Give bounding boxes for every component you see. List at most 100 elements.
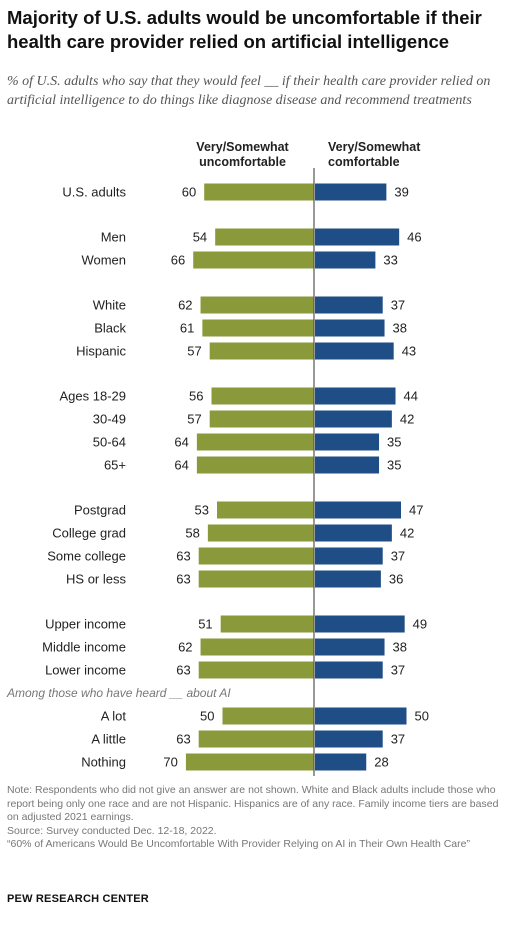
value-label-comfortable: 39 bbox=[394, 185, 408, 200]
chart-notes: Note: Respondents who did not give an an… bbox=[7, 784, 505, 852]
annotation-heard-about-ai: Among those who have heard __ about AI bbox=[6, 686, 231, 700]
value-label-uncomfortable: 51 bbox=[198, 617, 212, 632]
value-label-uncomfortable: 57 bbox=[187, 412, 201, 427]
report-title: “60% of Americans Would Be Uncomfortable… bbox=[7, 838, 470, 851]
row-label: Women bbox=[81, 253, 126, 268]
bar-comfortable bbox=[315, 319, 385, 337]
value-label-comfortable: 46 bbox=[407, 230, 421, 245]
value-label-comfortable: 37 bbox=[391, 663, 405, 678]
value-label-comfortable: 49 bbox=[413, 617, 427, 632]
diverging-bar-chart: U.S. adults 60 39 Men 54 46 Women 66 33 White 62 37… bbox=[6, 168, 429, 776]
row-label: Upper income bbox=[45, 617, 126, 632]
bar-uncomfortable bbox=[215, 228, 314, 246]
value-label-uncomfortable: 64 bbox=[174, 458, 188, 473]
row-label: HS or less bbox=[66, 572, 126, 587]
bar-uncomfortable bbox=[198, 730, 314, 748]
row-label: Nothing bbox=[81, 755, 126, 770]
value-label-comfortable: 44 bbox=[404, 389, 418, 404]
bar-comfortable bbox=[315, 251, 376, 269]
value-label-comfortable: 36 bbox=[389, 572, 403, 587]
row-label: White bbox=[93, 298, 126, 313]
row-label: Postgrad bbox=[74, 503, 126, 518]
value-label-comfortable: 35 bbox=[387, 435, 401, 450]
row-label: Black bbox=[94, 321, 126, 336]
value-label-uncomfortable: 54 bbox=[193, 230, 207, 245]
bar-comfortable bbox=[315, 524, 392, 542]
value-label-uncomfortable: 56 bbox=[189, 389, 203, 404]
value-label-uncomfortable: 50 bbox=[200, 709, 214, 724]
value-label-comfortable: 35 bbox=[387, 458, 401, 473]
bar-uncomfortable bbox=[200, 638, 314, 656]
bar-uncomfortable bbox=[198, 547, 314, 565]
row-label: Lower income bbox=[45, 663, 126, 678]
value-label-uncomfortable: 62 bbox=[178, 640, 192, 655]
note-text: Note: Respondents who did not give an an… bbox=[7, 784, 499, 824]
bar-uncomfortable bbox=[202, 319, 314, 337]
value-label-uncomfortable: 58 bbox=[185, 526, 199, 541]
value-label-uncomfortable: 70 bbox=[163, 755, 177, 770]
value-label-uncomfortable: 63 bbox=[176, 549, 190, 564]
bar-comfortable bbox=[315, 753, 367, 771]
bar-comfortable bbox=[315, 342, 394, 360]
value-label-uncomfortable: 60 bbox=[182, 185, 196, 200]
value-label-comfortable: 47 bbox=[409, 503, 423, 518]
bar-comfortable bbox=[315, 661, 383, 679]
bar-comfortable bbox=[315, 387, 396, 405]
bar-uncomfortable bbox=[196, 456, 314, 474]
value-label-comfortable: 37 bbox=[391, 732, 405, 747]
value-label-comfortable: 38 bbox=[393, 640, 407, 655]
bar-uncomfortable bbox=[200, 296, 314, 314]
bar-uncomfortable bbox=[185, 753, 314, 771]
value-label-comfortable: 38 bbox=[393, 321, 407, 336]
row-label: Ages 18-29 bbox=[60, 389, 127, 404]
bar-uncomfortable bbox=[217, 501, 314, 519]
value-label-uncomfortable: 61 bbox=[180, 321, 194, 336]
bar-uncomfortable bbox=[198, 570, 314, 588]
source-text: Source: Survey conducted Dec. 12-18, 202… bbox=[7, 824, 217, 837]
row-label: Men bbox=[101, 230, 126, 245]
row-label: A lot bbox=[101, 709, 127, 724]
bar-comfortable bbox=[315, 707, 407, 725]
chart-subtitle: % of U.S. adults who say that they would… bbox=[7, 74, 491, 108]
value-label-comfortable: 43 bbox=[402, 344, 416, 359]
legend-uncomfortable: Very/Somewhat uncomfortable bbox=[196, 140, 289, 169]
value-label-comfortable: 37 bbox=[391, 298, 405, 313]
row-label: Hispanic bbox=[76, 344, 126, 359]
bar-comfortable bbox=[315, 228, 400, 246]
bar-comfortable bbox=[315, 410, 392, 428]
bar-uncomfortable bbox=[209, 342, 314, 360]
bar-comfortable bbox=[315, 456, 380, 474]
row-label: 65+ bbox=[104, 458, 126, 473]
value-label-uncomfortable: 62 bbox=[178, 298, 192, 313]
bar-comfortable bbox=[315, 183, 387, 201]
bar-uncomfortable bbox=[209, 410, 314, 428]
row-label: U.S. adults bbox=[62, 185, 126, 200]
bar-uncomfortable bbox=[196, 433, 314, 451]
bar-uncomfortable bbox=[220, 615, 314, 633]
bar-uncomfortable bbox=[207, 524, 314, 542]
value-label-uncomfortable: 63 bbox=[176, 663, 190, 678]
value-label-uncomfortable: 64 bbox=[174, 435, 188, 450]
row-label: Middle income bbox=[42, 640, 126, 655]
row-label: College grad bbox=[52, 526, 126, 541]
legend-comfortable: Very/Somewhat comfortable bbox=[328, 140, 421, 169]
bar-comfortable bbox=[315, 433, 380, 451]
bar-uncomfortable bbox=[193, 251, 314, 269]
row-label: A little bbox=[91, 732, 126, 747]
value-label-uncomfortable: 63 bbox=[176, 572, 190, 587]
bar-comfortable bbox=[315, 501, 402, 519]
bar-uncomfortable bbox=[222, 707, 314, 725]
value-label-uncomfortable: 66 bbox=[171, 253, 185, 268]
value-label-comfortable: 33 bbox=[383, 253, 397, 268]
value-label-comfortable: 37 bbox=[391, 549, 405, 564]
value-label-uncomfortable: 63 bbox=[176, 732, 190, 747]
value-label-comfortable: 42 bbox=[400, 526, 414, 541]
bar-comfortable bbox=[315, 638, 385, 656]
bar-comfortable bbox=[315, 547, 383, 565]
bar-uncomfortable bbox=[204, 183, 314, 201]
bar-comfortable bbox=[315, 570, 381, 588]
value-label-uncomfortable: 53 bbox=[195, 503, 209, 518]
bar-uncomfortable bbox=[211, 387, 314, 405]
row-label: Some college bbox=[47, 549, 126, 564]
bar-uncomfortable bbox=[198, 661, 314, 679]
